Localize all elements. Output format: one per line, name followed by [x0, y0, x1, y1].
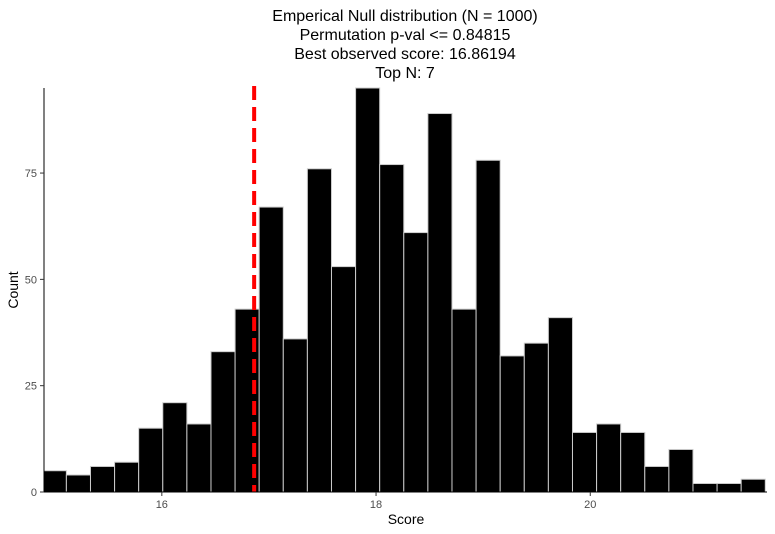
histogram-bar — [427, 113, 453, 493]
x-tick-label: 16 — [156, 499, 168, 511]
title-line-1: Emperical Null distribution (N = 1000) — [272, 8, 537, 25]
y-tick-label: 50 — [25, 274, 37, 286]
histogram-bar — [138, 427, 164, 493]
histogram-bar — [210, 351, 236, 493]
title-line-2: Permutation p-val <= 0.84815 — [300, 27, 511, 44]
y-axis-ticks: 0 25 50 75 — [25, 168, 44, 499]
histogram-bar — [403, 232, 429, 493]
histogram-bar — [330, 266, 357, 493]
histogram-bar — [451, 308, 477, 493]
histogram-bar — [716, 482, 742, 493]
histogram-bar — [692, 482, 718, 493]
y-axis-title: Count — [5, 271, 21, 308]
histogram-bar — [620, 431, 646, 493]
histogram-bar — [740, 478, 766, 493]
histogram-bar — [571, 431, 598, 493]
y-tick-label: 0 — [31, 487, 37, 499]
histogram-bar — [547, 317, 573, 493]
histogram-bar — [43, 470, 67, 493]
histogram-bars — [43, 87, 766, 493]
x-axis-title: Score — [388, 511, 425, 527]
y-tick-label: 75 — [25, 168, 37, 180]
histogram-bar — [499, 355, 525, 493]
histogram-bar — [668, 448, 694, 493]
histogram-bar — [162, 402, 188, 493]
histogram-bar — [596, 423, 622, 493]
histogram-bar — [644, 465, 670, 493]
histogram-bar — [114, 461, 140, 493]
x-tick-label: 18 — [370, 499, 382, 511]
histogram-bar — [379, 164, 405, 493]
histogram-bar — [65, 474, 91, 493]
chart-title: Emperical Null distribution (N = 1000) P… — [272, 8, 537, 82]
histogram-bar — [89, 465, 116, 493]
histogram-bar — [186, 423, 212, 493]
histogram-bar — [523, 342, 549, 493]
histogram-bar — [306, 168, 332, 493]
x-tick-label: 20 — [584, 499, 596, 511]
title-line-4: Top N: 7 — [375, 65, 435, 82]
histogram-bar — [282, 338, 308, 493]
histogram-bar — [258, 206, 284, 493]
title-line-3: Best observed score: 16.86194 — [294, 46, 516, 63]
x-axis-ticks: 16 18 20 — [156, 492, 596, 511]
histogram-bar — [475, 159, 501, 493]
y-tick-label: 25 — [25, 381, 37, 393]
histogram-bar — [355, 87, 381, 493]
